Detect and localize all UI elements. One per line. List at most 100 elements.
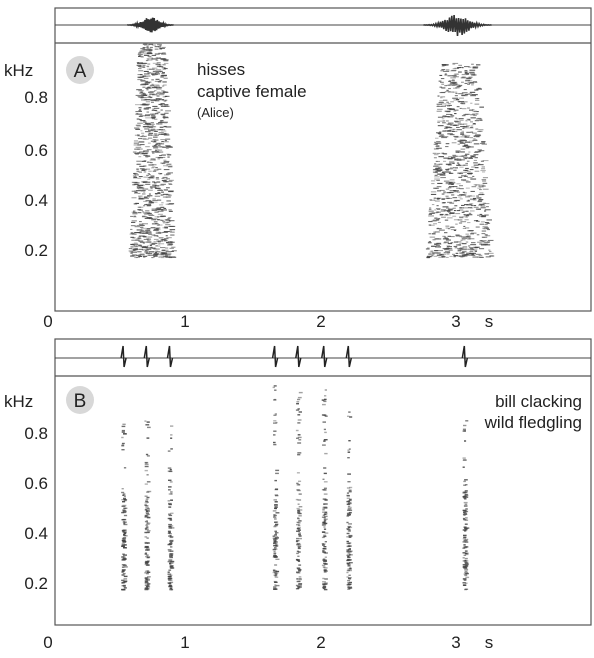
hiss-2-noise-mark bbox=[455, 87, 460, 89]
hiss-2-noise-mark bbox=[489, 250, 492, 252]
hiss-1-noise-mark bbox=[163, 134, 170, 136]
hiss-1-noise-mark bbox=[154, 74, 157, 76]
hiss-1-noise-mark bbox=[141, 62, 147, 64]
hiss-1-noise-mark bbox=[135, 124, 141, 126]
hiss-2-noise-mark bbox=[479, 189, 482, 191]
hiss-1-noise-mark bbox=[136, 170, 140, 172]
hiss-1-noise-mark bbox=[146, 228, 151, 230]
clack-7-mark bbox=[347, 508, 352, 510]
clack-8-mark bbox=[464, 538, 469, 541]
hiss-1-noise-mark bbox=[153, 182, 157, 184]
hiss-1-noise-mark bbox=[140, 94, 147, 96]
hiss-2-noise-mark bbox=[458, 249, 461, 251]
hiss-1-noise-mark bbox=[141, 75, 148, 77]
clack-4-mark bbox=[273, 555, 276, 557]
clack-7-mark bbox=[347, 552, 350, 554]
hiss-1-noise-mark bbox=[138, 107, 142, 109]
hiss-1-noise-mark bbox=[155, 69, 162, 71]
hiss-2-noise-mark bbox=[476, 136, 480, 138]
clack-1-mark bbox=[123, 580, 128, 582]
clack-5-mark bbox=[297, 452, 302, 454]
clack-6-mark bbox=[323, 562, 327, 564]
clack-2-mark bbox=[145, 511, 149, 514]
hiss-2-noise-mark bbox=[431, 233, 436, 235]
hiss-2-noise-mark bbox=[467, 254, 472, 256]
hiss-2-noise-mark bbox=[436, 160, 440, 162]
hiss-2-noise-mark bbox=[456, 244, 461, 246]
hiss-1-noise-mark bbox=[128, 248, 132, 250]
clack-6-mark bbox=[322, 587, 325, 590]
hiss-2-waveform-burst bbox=[423, 14, 492, 36]
hiss-1-noise-mark bbox=[145, 210, 150, 212]
hiss-2-noise-mark bbox=[471, 242, 476, 244]
hiss-2-noise-mark bbox=[449, 190, 455, 192]
hiss-1-noise-mark bbox=[156, 207, 161, 209]
hiss-2-noise-mark bbox=[480, 221, 485, 223]
hiss-1-noise-mark bbox=[137, 232, 140, 234]
hiss-1-noise-mark bbox=[135, 128, 141, 130]
hiss-2-noise-mark bbox=[473, 151, 479, 153]
hiss-1-noise-mark bbox=[156, 181, 161, 183]
clack-6-mark bbox=[324, 431, 327, 434]
hiss-2-noise-mark bbox=[468, 93, 472, 95]
clack-3-mark bbox=[168, 470, 173, 473]
hiss-2-noise-mark bbox=[453, 74, 457, 76]
clack-6-mark bbox=[322, 585, 326, 587]
hiss-1-noise-mark bbox=[149, 176, 155, 178]
hiss-1-noise-mark bbox=[169, 220, 172, 222]
clack-5-mark bbox=[296, 585, 301, 588]
panel-b-unit: kHz bbox=[4, 392, 33, 411]
clack-3-mark bbox=[169, 587, 173, 589]
clack-1-mark bbox=[123, 547, 127, 549]
hiss-1-noise-mark bbox=[164, 181, 168, 183]
hiss-1-noise-mark bbox=[157, 213, 163, 215]
clack-4-mark bbox=[272, 548, 277, 551]
hiss-1-noise-mark bbox=[149, 186, 156, 188]
clack-6-mark bbox=[322, 403, 326, 406]
hiss-1-noise-mark bbox=[167, 156, 170, 158]
hiss-2-noise-mark bbox=[470, 127, 474, 129]
hiss-2-noise-mark bbox=[434, 250, 438, 252]
hiss-1-noise-mark bbox=[156, 151, 159, 153]
hiss-1-noise-mark bbox=[140, 130, 143, 132]
hiss-1-noise-mark bbox=[152, 62, 159, 64]
hiss-2-noise-mark bbox=[436, 228, 442, 230]
clack-8-mark bbox=[464, 567, 468, 569]
clack-3-mark bbox=[169, 536, 174, 538]
hiss-2-noise-mark bbox=[462, 123, 468, 125]
hiss-2-noise-mark bbox=[478, 184, 485, 186]
hiss-1-noise-mark bbox=[137, 192, 141, 194]
clack-6-mark bbox=[321, 399, 325, 401]
hiss-1-noise-mark bbox=[150, 243, 156, 245]
hiss-1-noise-mark bbox=[155, 78, 160, 80]
hiss-2-noise-mark bbox=[445, 195, 449, 197]
hiss-1-noise-mark bbox=[165, 110, 171, 112]
clack-4-mark bbox=[274, 556, 278, 558]
hiss-1-noise-mark bbox=[162, 249, 166, 251]
clack-8-mark bbox=[463, 510, 467, 512]
hiss-2-noise-mark bbox=[450, 101, 454, 103]
hiss-1-noise-mark bbox=[155, 250, 159, 252]
hiss-2-noise-mark bbox=[453, 245, 458, 247]
hiss-2-noise-mark bbox=[470, 190, 475, 192]
clack-7-mark bbox=[349, 554, 353, 556]
hiss-1-noise-mark bbox=[134, 148, 140, 150]
hiss-1-noise-mark bbox=[138, 195, 143, 197]
hiss-2-noise-mark bbox=[467, 107, 470, 109]
clack-2-mark bbox=[146, 516, 151, 519]
hiss-2-noise-mark bbox=[435, 142, 442, 144]
hiss-1-noise-mark bbox=[135, 146, 142, 148]
hiss-2-noise-mark bbox=[461, 175, 466, 177]
hiss-1-noise-mark bbox=[158, 149, 163, 151]
hiss-1-noise-mark bbox=[138, 138, 142, 140]
hiss-2-noise-mark bbox=[469, 69, 476, 71]
clack-6-mark bbox=[324, 556, 327, 558]
hiss-2-noise-mark bbox=[440, 177, 446, 179]
hiss-2-noise-mark bbox=[437, 190, 442, 192]
hiss-1-noise-mark bbox=[144, 125, 150, 127]
clack-2-mark bbox=[147, 576, 151, 578]
hiss-1-noise-mark bbox=[155, 111, 161, 113]
hiss-2-noise-mark bbox=[436, 211, 440, 213]
hiss-2-noise-mark bbox=[449, 212, 455, 214]
clack-5-mark bbox=[298, 391, 303, 394]
